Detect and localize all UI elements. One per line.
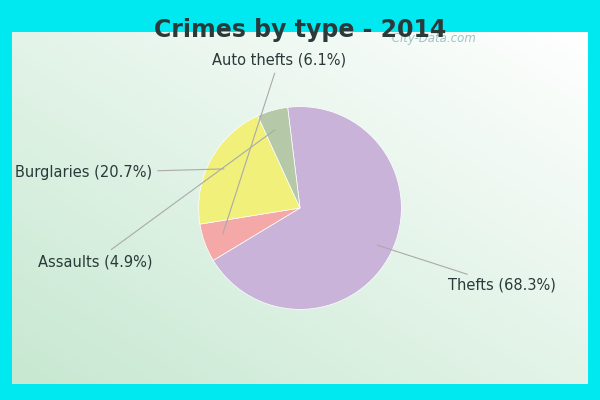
Wedge shape xyxy=(258,107,300,208)
Wedge shape xyxy=(213,107,401,309)
Wedge shape xyxy=(200,208,300,260)
Wedge shape xyxy=(199,116,300,224)
Text: Auto thefts (6.1%): Auto thefts (6.1%) xyxy=(212,53,346,234)
Text: Crimes by type - 2014: Crimes by type - 2014 xyxy=(154,18,446,42)
Text: Burglaries (20.7%): Burglaries (20.7%) xyxy=(15,165,224,180)
Text: Assaults (4.9%): Assaults (4.9%) xyxy=(38,130,275,269)
Text: Thefts (68.3%): Thefts (68.3%) xyxy=(377,245,556,293)
Text: City-Data.com: City-Data.com xyxy=(388,32,476,45)
